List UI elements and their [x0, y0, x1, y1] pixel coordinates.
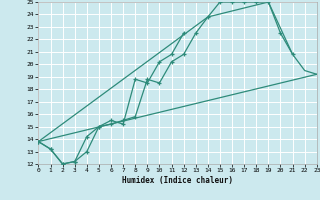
X-axis label: Humidex (Indice chaleur): Humidex (Indice chaleur)	[122, 176, 233, 185]
